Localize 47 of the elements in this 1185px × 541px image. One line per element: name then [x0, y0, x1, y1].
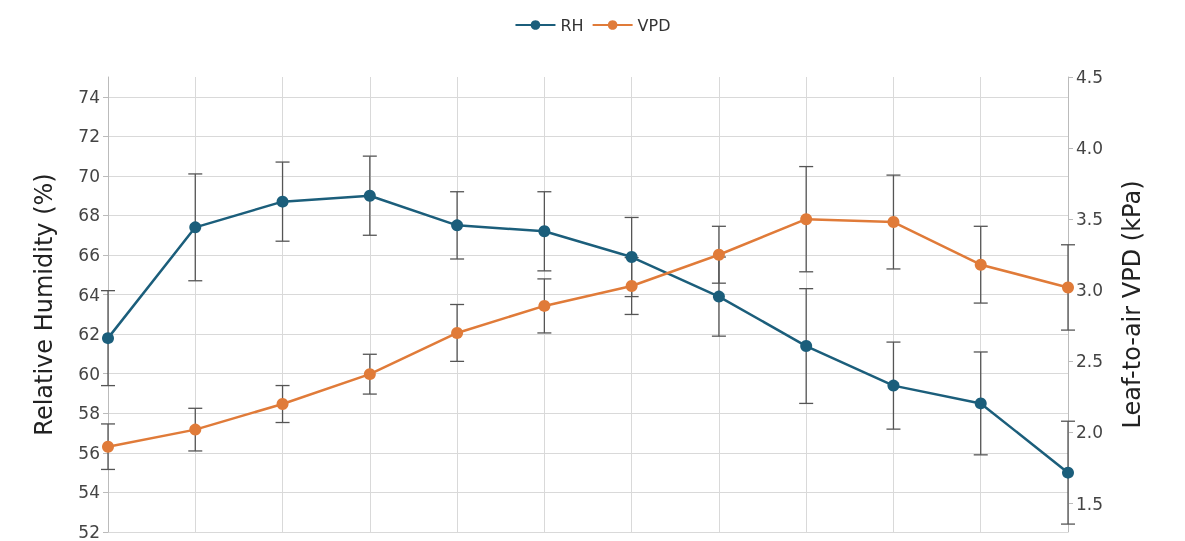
y2-tick-label: 1.5: [1076, 493, 1104, 514]
y-axis-title: Relative Humidity (%): [30, 173, 58, 436]
point: [363, 189, 376, 202]
point: [451, 219, 464, 232]
y2-tick-label: 4.0: [1076, 138, 1104, 159]
y-tick-label: 64: [78, 284, 100, 305]
point: [1062, 466, 1074, 479]
y-tick-label: 54: [78, 482, 100, 503]
point: [189, 423, 202, 436]
point: [887, 379, 900, 392]
point: [974, 258, 987, 271]
y-tick-label: 56: [78, 442, 100, 463]
point: [800, 340, 813, 353]
point: [363, 368, 376, 381]
y-tick-label: 68: [78, 205, 100, 226]
point: [538, 225, 551, 238]
y2-tick-label: 3.0: [1076, 280, 1104, 301]
y2-tick-label: 3.5: [1076, 209, 1104, 230]
point: [1062, 281, 1074, 294]
legend-label: VPD: [637, 15, 671, 35]
point: [276, 195, 289, 208]
y2-axis-title: Leaf-to-air VPD (kPa): [1118, 180, 1146, 429]
point: [276, 398, 289, 411]
point: [625, 251, 638, 264]
y-tick-label: 66: [78, 245, 100, 266]
point: [102, 332, 114, 345]
y2-tick-label: 2.5: [1076, 351, 1104, 372]
point: [712, 290, 725, 303]
y2-tick-label: 2.0: [1076, 422, 1104, 443]
point: [712, 248, 725, 261]
y-tick-label: 62: [78, 324, 100, 345]
legend-label: RH: [560, 15, 584, 35]
point: [625, 280, 638, 293]
point: [800, 213, 813, 226]
y-tick-label: 74: [78, 86, 100, 107]
y-tick-label: 72: [78, 126, 100, 147]
point: [451, 326, 464, 339]
y-tick-label: 52: [78, 522, 100, 541]
point: [974, 397, 987, 410]
y-tick-label: 60: [78, 363, 100, 384]
y-tick-label: 58: [78, 403, 100, 424]
y-tick-label: 70: [78, 165, 100, 186]
point: [538, 299, 551, 312]
point: [189, 221, 202, 234]
point: [102, 440, 114, 453]
y2-tick-label: 4.5: [1076, 67, 1104, 87]
point: [887, 216, 900, 229]
